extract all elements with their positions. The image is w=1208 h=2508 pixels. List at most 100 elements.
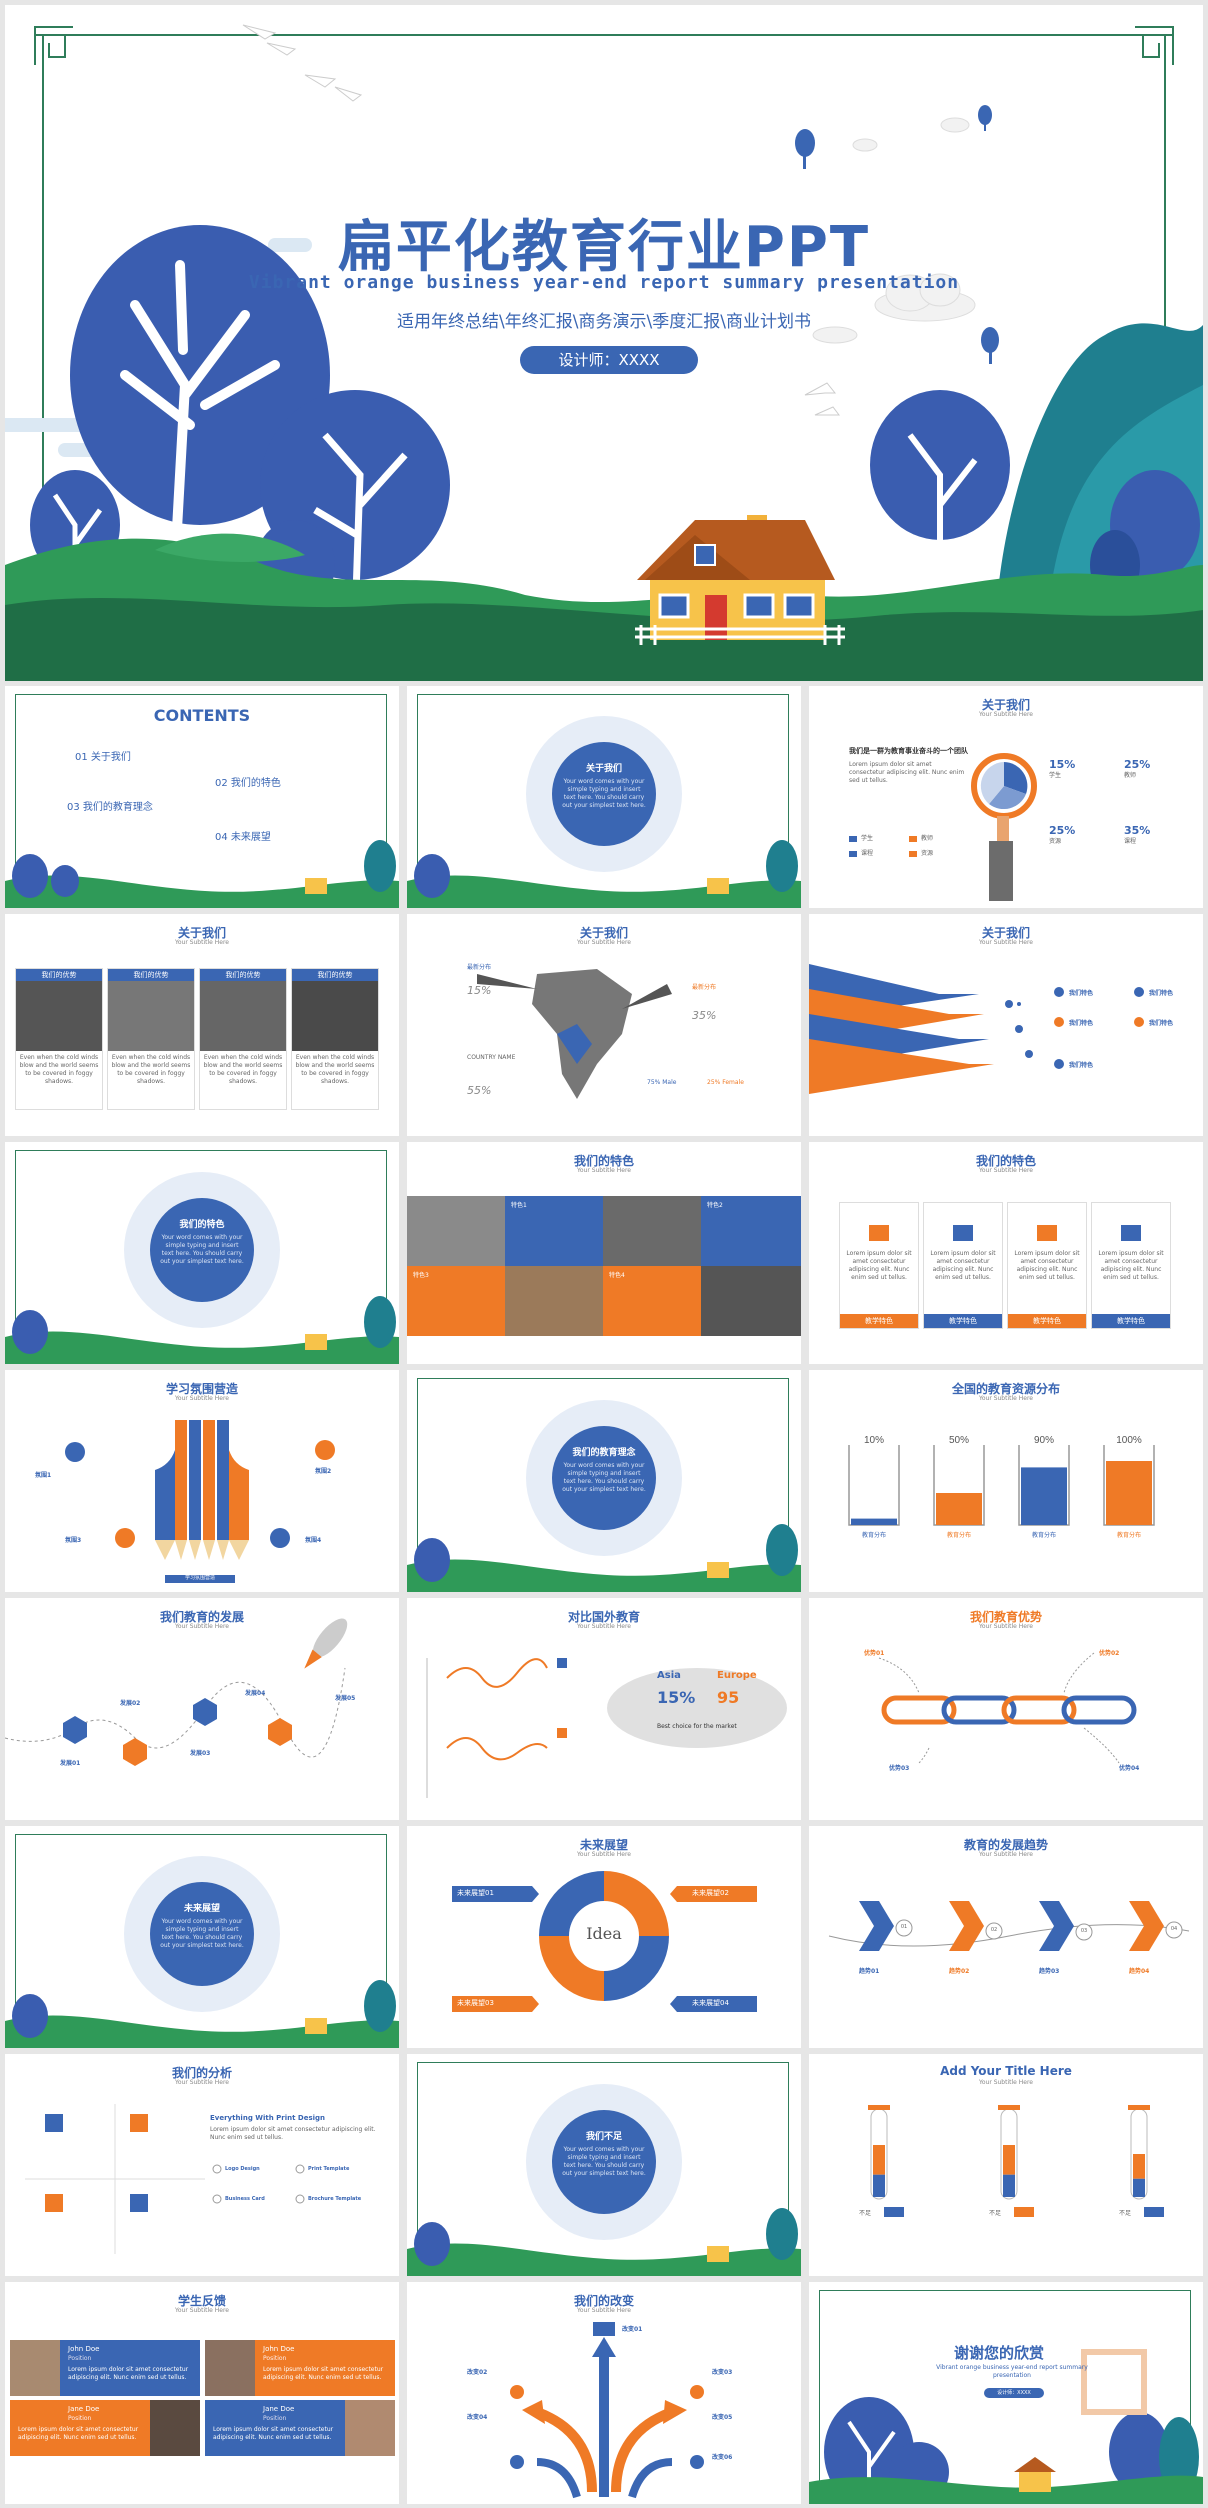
slide-pencils[interactable]: 学习氛围营造 Your Subtitle Here 氛围1 氛围2 氛围3 氛围… <box>5 1370 399 1592</box>
slide-contents[interactable]: CONTENTS 01 关于我们 02 我们的特色 03 我们的教育理念 04 … <box>5 686 399 908</box>
photo-card[interactable]: 我们的优势 Even when the cold winds blow and … <box>15 968 103 1110</box>
briefcase-icon <box>953 1225 973 1241</box>
slide-development[interactable]: 我们教育的发展 Your Subtitle Here 发展01 发展02 发展0… <box>5 1598 399 1820</box>
feature-photo <box>407 1196 505 1266</box>
feature-box: 特色3 <box>407 1266 505 1336</box>
slide-feature-icons[interactable]: 我们的特色 Your Subtitle Here Lorem ipsum dol… <box>809 1142 1203 1364</box>
slide-title: 我们的特色 <box>975 1154 1036 1168</box>
slide-tubes[interactable]: Add Your Title Here Your Subtitle Here 不… <box>809 2054 1203 2276</box>
feature-card[interactable]: Lorem ipsum dolor sit amet consectetur a… <box>923 1202 1003 1329</box>
map-label: 最新分布 <box>692 984 717 991</box>
photo-card-text: Even when the cold winds blow and the wo… <box>19 1054 99 1085</box>
contents-label: 未来展望 <box>230 832 271 843</box>
feature-button[interactable]: 教学特色 <box>924 1314 1002 1328</box>
slide-section-3[interactable]: 我们的教育理念 Your word comes with your simple… <box>407 1370 801 1592</box>
beaker-fill <box>1106 1461 1152 1525</box>
feedback-card[interactable]: John Doe Position Lorem ipsum dolor sit … <box>10 2340 200 2396</box>
slide-title: 我们的特色 <box>573 1154 634 1168</box>
contents-num: 04 <box>215 832 228 843</box>
photo-card-text: Even when the cold winds blow and the wo… <box>203 1054 283 1085</box>
landscape-mini <box>5 840 399 908</box>
avatar <box>150 2400 200 2456</box>
slide-subtitle: Your Subtitle Here <box>978 1395 1033 1402</box>
feature-card[interactable]: Lorem ipsum dolor sit amet consectetur a… <box>1007 1202 1087 1329</box>
feedback-text: Lorem ipsum dolor sit amet consectetur a… <box>213 2426 334 2441</box>
slide-section-2[interactable]: 我们的特色 Your word comes with your simple t… <box>5 1142 399 1364</box>
development-label: 发展03 <box>190 1750 211 1757</box>
slide-about-pyramid[interactable]: 关于我们 Your Subtitle Here 我们特色 我们特色 我们特色 我… <box>809 914 1203 1136</box>
title-slide[interactable]: 扁平化教育行业PPT Vibrant orange business year-… <box>5 5 1203 681</box>
slide-thanks[interactable]: 谢谢您的欣赏 Vibrant orange business year-end … <box>809 2282 1203 2504</box>
feature-card[interactable]: Lorem ipsum dolor sit amet consectetur a… <box>1091 1202 1171 1329</box>
slide-change[interactable]: 我们的改变 Your Subtitle Here 改变01 改变02 改变03 … <box>407 2282 801 2504</box>
tube-tag <box>884 2207 904 2217</box>
feedback-role: Position <box>263 2355 287 2362</box>
slide-title: 全国的教育资源分布 <box>951 1382 1060 1396</box>
feature-card[interactable]: Lorem ipsum dolor sit amet consectetur a… <box>839 1202 919 1329</box>
slide-section-5[interactable]: 我们不足 Your word comes with your simple ty… <box>407 2054 801 2276</box>
contents-item-3[interactable]: 03 我们的教育理念 <box>67 798 153 813</box>
feedback-card[interactable]: John Doe Position Lorem ipsum dolor sit … <box>205 2340 395 2396</box>
feedback-text: Lorem ipsum dolor sit amet consectetur a… <box>68 2366 189 2381</box>
analysis-item: Logo Design <box>225 2166 260 2172</box>
map-legend: 25% Female <box>707 1079 744 1086</box>
slide-compare[interactable]: 对比国外教育 Your Subtitle Here Asia Europe 15… <box>407 1598 801 1820</box>
slide-advantage[interactable]: 我们教育优势 Your Subtitle Here 优势01 优势02 优势03… <box>809 1598 1203 1820</box>
feature-card-text: Lorem ipsum dolor sit amet consectetur a… <box>846 1250 912 1281</box>
feature-box: 特色1 <box>505 1196 603 1266</box>
slide-about-map[interactable]: 关于我们 Your Subtitle Here 最新分布 15% COUNTRY… <box>407 914 801 1136</box>
pencil-label: 氛围4 <box>305 1537 322 1544</box>
map-percent: 15% <box>467 984 492 997</box>
photo-card-title: 我们的优势 <box>16 969 102 981</box>
contents-item-2[interactable]: 02 我们的特色 <box>215 774 281 789</box>
feedback-card[interactable]: Jane Doe Position Lorem ipsum dolor sit … <box>205 2400 395 2456</box>
section-circle <box>407 2084 801 2276</box>
feature-card-text: Lorem ipsum dolor sit amet consectetur a… <box>930 1250 996 1281</box>
slide-about-pie[interactable]: 关于我们 Your Subtitle Here 我们是一群为教育事业奋斗的一个团… <box>809 686 1203 908</box>
slide-subtitle: Your Subtitle Here <box>576 1851 631 1858</box>
monitor-icon <box>1121 1225 1141 1241</box>
slide-section-1[interactable]: 关于我们 Your word comes with your simple ty… <box>407 686 801 908</box>
pencil-label: 氛围2 <box>315 1468 332 1475</box>
slide-beakers[interactable]: 全国的教育资源分布 Your Subtitle Here 10% 教育分布 50% 教… <box>809 1370 1203 1592</box>
slide-feature-photos[interactable]: 我们的特色 Your Subtitle Here 特色1 特色2 特色3 特色4 <box>407 1142 801 1364</box>
feature-button[interactable]: 教学特色 <box>1008 1314 1086 1328</box>
photo-image <box>108 981 194 1051</box>
photo-card-title: 我们的优势 <box>200 969 286 981</box>
feedback-name: John Doe <box>68 2345 100 2353</box>
future-label: 未来展望04 <box>692 1999 729 2007</box>
feature-button[interactable]: 教学特色 <box>840 1314 918 1328</box>
slide-trend[interactable]: 教育的发展趋势 Your Subtitle Here 01 02 03 04 趋… <box>809 1826 1203 2048</box>
slide-title: 教育的发展趋势 <box>963 1838 1048 1852</box>
change-label: 改变01 <box>622 2326 643 2333</box>
future-label: 未来展望02 <box>692 1889 729 1897</box>
future-label: 未来展望03 <box>457 1999 494 2007</box>
photo-card[interactable]: 我们的优势 Even when the cold winds blow and … <box>199 968 287 1110</box>
photo-card-title: 我们的优势 <box>292 969 378 981</box>
trend-label: 趋势04 <box>1129 1968 1150 1975</box>
slide-section-4[interactable]: 未来展望 Your word comes with your simple ty… <box>5 1826 399 2048</box>
photo-card[interactable]: 我们的优势 Even when the cold winds blow and … <box>291 968 379 1110</box>
map-percent: 35% <box>692 1009 717 1022</box>
contents-item-1[interactable]: 01 关于我们 <box>75 748 131 763</box>
compare-asia: Asia <box>657 1670 681 1681</box>
beakers-chart: 10% 教育分布 50% 教育分布 90% 教育分布 100% 教育分布 <box>848 1435 1155 1539</box>
compare-graphic <box>426 1658 787 1798</box>
photo-image <box>200 981 286 1051</box>
trend-label: 趋势03 <box>1039 1968 1060 1975</box>
feature-label: 特色3 <box>413 1272 429 1279</box>
slide-future[interactable]: 未来展望 Your Subtitle Here Idea 未来展望01 未来展望… <box>407 1826 801 2048</box>
magnifier-pie <box>849 753 1037 901</box>
slide-subtitle: Your Subtitle Here <box>978 1623 1033 1630</box>
slide-analysis[interactable]: 我们的分析 Your Subtitle Here Everything With… <box>5 2054 399 2276</box>
about-heading: 我们是一群为教育事业奋斗的一个团队 <box>849 747 968 755</box>
stat-label: 学生 <box>1049 772 1062 779</box>
photo-card[interactable]: 我们的优势 Even when the cold winds blow and … <box>107 968 195 1110</box>
slide-feedback[interactable]: 学生反馈 Your Subtitle Here John Doe Positio… <box>5 2282 399 2504</box>
contents-item-4[interactable]: 04 未来展望 <box>215 828 271 843</box>
feature-button[interactable]: 教学特色 <box>1092 1314 1170 1328</box>
feedback-card[interactable]: Jane Doe Position Lorem ipsum dolor sit … <box>10 2400 200 2456</box>
slide-subtitle: Your Subtitle Here <box>174 2079 229 2086</box>
slide-about-photos[interactable]: 关于我们 Your Subtitle Here 我们的优势 Even when … <box>5 914 399 1136</box>
tube-fill-blue <box>1133 2178 1145 2197</box>
